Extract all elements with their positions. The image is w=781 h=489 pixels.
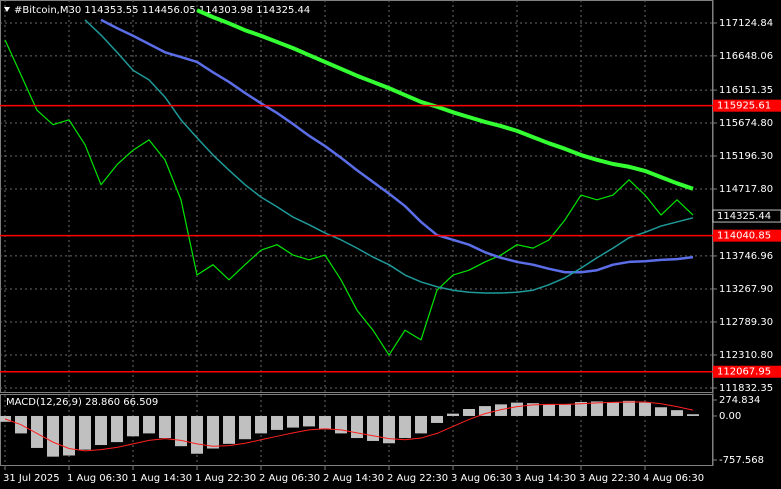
macd-bar [271, 415, 283, 430]
macd-bar [655, 407, 667, 416]
y-tick-label: 112789.30 [719, 317, 773, 328]
macd-bar [431, 415, 443, 423]
y-tick-label: 274.834 [719, 395, 760, 406]
y-tick-label: 116648.06 [719, 51, 773, 62]
macd-bar [623, 400, 635, 416]
x-tick-label: 31 Jul 2025 [3, 473, 60, 484]
macd-bar [687, 414, 699, 416]
macd-bar [63, 415, 75, 456]
y-tick-label: 113267.90 [719, 284, 773, 295]
x-tick-label: 1 Aug 14:30 [131, 473, 192, 484]
macd-bar [207, 415, 219, 449]
macd-bar [127, 415, 139, 437]
level-label: 114040.85 [717, 231, 771, 242]
level-label: 112067.95 [717, 367, 771, 378]
x-tick-label: 2 Aug 06:30 [259, 473, 320, 484]
y-tick-label: 111832.35 [719, 383, 773, 394]
y-tick-label: 114717.80 [719, 184, 773, 195]
x-tick-label: 1 Aug 06:30 [67, 473, 128, 484]
level-label-box [713, 229, 781, 242]
macd-bar [511, 402, 523, 416]
y-tick-label: 112310.80 [719, 350, 773, 361]
macd-bar [415, 415, 427, 434]
macd-title: MACD(12,26,9) 28.860 66.509 [6, 397, 158, 408]
level-label-box [713, 365, 781, 378]
macd-bar [255, 415, 267, 434]
macd-bar [335, 415, 347, 434]
chart-title: #Bitcoin,M30 114353.55 114456.05 114303.… [14, 5, 310, 16]
macd-bar [303, 415, 315, 427]
macd-bar [607, 402, 619, 416]
macd-bar [383, 415, 395, 444]
y-tick-label: 0.00 [719, 411, 741, 422]
macd-bar [575, 402, 587, 416]
price-label-box [712, 209, 781, 223]
macd-bar [527, 403, 539, 416]
y-tick-label: 115196.30 [719, 151, 773, 162]
macd-bar [47, 415, 59, 457]
level-label: 115925.61 [717, 101, 771, 112]
y-tick-label: 116151.35 [719, 85, 773, 96]
macd-bar [159, 415, 171, 439]
macd-bar [79, 415, 91, 450]
level-label-box [713, 99, 781, 112]
macd-bar [191, 415, 203, 454]
x-tick-label: 2 Aug 22:30 [387, 473, 448, 484]
macd-bar [223, 415, 235, 444]
macd-bar [367, 415, 379, 441]
x-tick-label: 2 Aug 14:30 [323, 473, 384, 484]
macd-bar [239, 415, 251, 440]
macd-bar [351, 415, 363, 439]
signal-line [4, 401, 694, 452]
y-tick-label: -757.568 [719, 455, 764, 466]
macd-bar [175, 415, 187, 447]
macd-bar [399, 415, 411, 439]
x-tick-label: 3 Aug 22:30 [579, 473, 640, 484]
x-tick-label: 1 Aug 22:30 [195, 473, 256, 484]
macd-bar [287, 415, 299, 428]
macd-bar [95, 415, 107, 446]
macd-bar [543, 404, 555, 416]
y-tick-label: 113746.96 [719, 251, 773, 262]
macd-bar [143, 415, 155, 434]
macd-bar [479, 406, 491, 416]
x-tick-label: 3 Aug 14:30 [515, 473, 576, 484]
series-line [196, 8, 694, 191]
main-frame [0, 0, 713, 393]
macd-bar [495, 404, 507, 416]
series-line [4, 39, 694, 356]
macd-bar [447, 413, 459, 416]
macd-bar [31, 415, 43, 448]
series-line [84, 19, 694, 294]
symbol-icon [4, 7, 10, 12]
series-line [100, 18, 694, 274]
x-tick-label: 4 Aug 06:30 [643, 473, 704, 484]
macd-bar [319, 415, 331, 430]
price-label: 114325.44 [717, 211, 771, 222]
macd-bar [111, 415, 123, 443]
macd-bar [591, 401, 603, 416]
macd-bar [639, 402, 651, 416]
macd-bar [671, 410, 683, 416]
macd-bar [463, 408, 475, 416]
x-tick-label: 3 Aug 06:30 [451, 473, 512, 484]
y-tick-label: 117124.84 [719, 18, 773, 29]
y-tick-label: 115674.80 [719, 118, 773, 129]
macd-bar [559, 404, 571, 416]
